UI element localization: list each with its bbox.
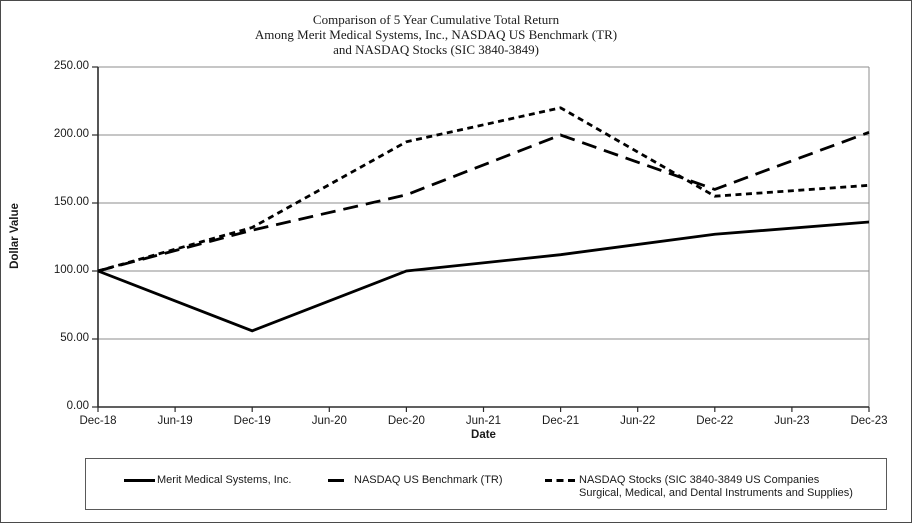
- y-tick-label: 250.00: [53, 60, 89, 72]
- chart-title: Comparison of 5 Year Cumulative Total Re…: [1, 12, 871, 57]
- y-tick-label: 150.00: [53, 196, 89, 208]
- legend-label-line-2: Surgical, Medical, and Dental Instrument…: [579, 487, 853, 499]
- long-dash-line-swatch-icon: [328, 479, 344, 482]
- y-tick-label: 100.00: [53, 264, 89, 276]
- legend: Merit Medical Systems, Inc. NASDAQ US Be…: [85, 458, 887, 510]
- x-tick-label: Jun-20: [311, 415, 347, 427]
- short-dash-line-swatch-icon: [545, 479, 575, 482]
- y-tick-label: 0.00: [66, 400, 89, 412]
- y-axis-title: Dollar Value: [9, 203, 21, 269]
- legend-item-nasdaq-stocks: NASDAQ Stocks (SIC 3840-3849 US Companie…: [545, 474, 853, 500]
- x-tick-label: Dec-21: [542, 415, 580, 427]
- legend-label: NASDAQ US Benchmark (TR): [354, 474, 503, 486]
- legend-label: Merit Medical Systems, Inc.: [157, 474, 292, 486]
- x-tick-label: Dec-20: [387, 415, 425, 427]
- x-tick-label: Jun-22: [620, 415, 656, 427]
- chart-title-line-1: Comparison of 5 Year Cumulative Total Re…: [312, 12, 560, 27]
- x-tick-label: Dec-19: [233, 415, 271, 427]
- chart-title-line-3: and NASDAQ Stocks (SIC 3840-3849): [333, 42, 539, 57]
- series-line-0: [97, 220, 870, 333]
- chart-title-line-2: Among Merit Medical Systems, Inc., NASDA…: [254, 27, 618, 42]
- x-tick-label: Jun-21: [465, 415, 502, 427]
- solid-line-swatch-icon: [124, 479, 155, 482]
- y-tick-label: 200.00: [53, 128, 89, 140]
- legend-item-merit-medical: Merit Medical Systems, Inc.: [124, 474, 291, 487]
- series-line-1: [97, 130, 870, 273]
- x-axis-title: Date: [471, 429, 496, 441]
- x-tick-label: Dec-23: [850, 415, 888, 427]
- legend-item-nasdaq-benchmark: NASDAQ US Benchmark (TR): [328, 474, 503, 487]
- y-tick-label: 50.00: [60, 332, 89, 344]
- x-tick-label: Jun-23: [774, 415, 810, 427]
- x-tick-label: Jun-19: [157, 415, 193, 427]
- x-tick-label: Dec-18: [79, 415, 117, 427]
- x-tick-label: Dec-22: [696, 415, 734, 427]
- series-line-2: [97, 106, 870, 273]
- legend-label: NASDAQ Stocks (SIC 3840-3849 US Companie…: [579, 474, 853, 500]
- legend-label-line-1: NASDAQ Stocks (SIC 3840-3849 US Companie…: [579, 474, 820, 486]
